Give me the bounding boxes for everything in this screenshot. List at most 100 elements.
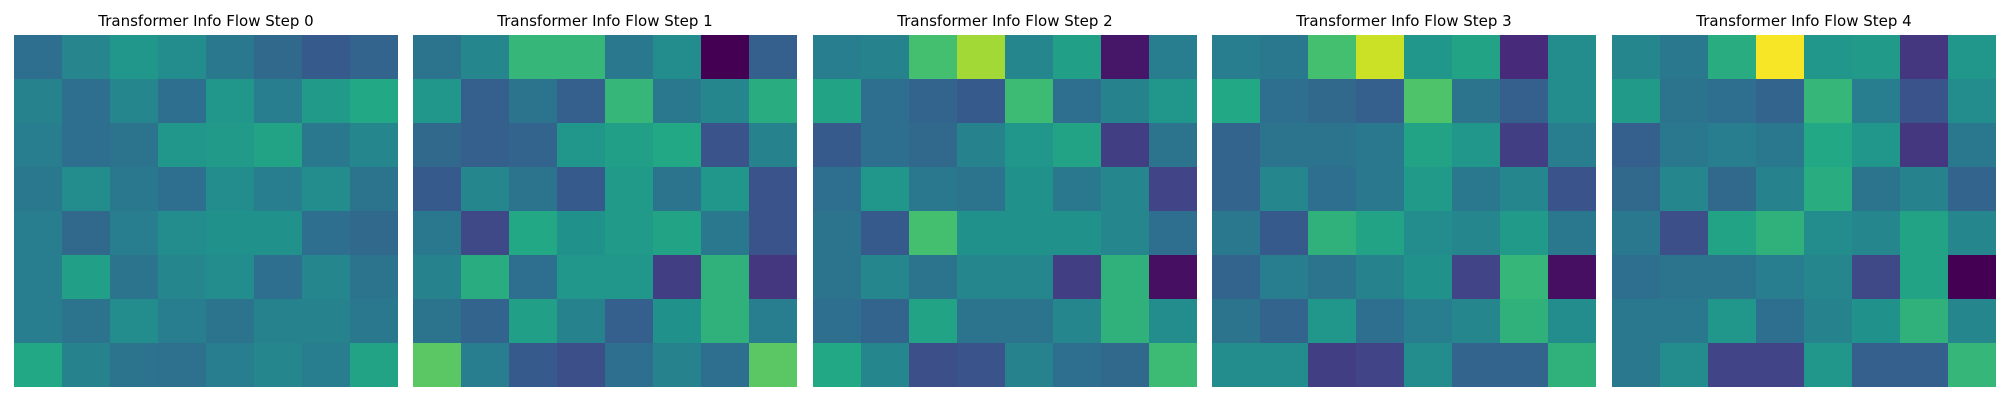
heatmap-cell-r4-c1 [861,211,910,256]
heatmap-cell-r3-c7 [1548,167,1596,212]
heatmap-cell-r0-c6 [302,35,351,80]
heatmap-cell-r0-c6 [701,35,750,80]
heatmap-cell-r7-c1 [461,343,510,387]
heatmap-cell-r3-c3 [158,167,207,212]
heatmap-cell-r3-c3 [1356,167,1405,212]
heatmap-cell-r2-c5 [254,123,303,168]
heatmap-cell-r4-c5 [1053,211,1102,256]
heatmap-cell-r7-c6 [302,343,351,387]
heatmap-cell-r5-c2 [1308,255,1357,300]
heatmap-cell-r5-c2 [1708,255,1757,300]
heatmap-cell-r4-c6 [302,211,351,256]
heatmap-cell-r3-c0 [1212,167,1261,212]
heatmap-cell-r0-c3 [957,35,1006,80]
heatmap-cell-r6-c4 [605,299,654,344]
heatmap-cell-r0-c2 [110,35,159,80]
heatmap-cell-r6-c7 [1948,299,1996,344]
heatmap-cell-r4-c3 [1756,211,1805,256]
heatmap-cell-r6-c0 [1212,299,1261,344]
heatmap-cell-r6-c1 [62,299,111,344]
heatmap-cell-r4-c2 [1308,211,1357,256]
heatmap-cell-r0-c5 [653,35,702,80]
heatmap-cell-r1-c1 [1660,79,1709,124]
heatmap-cell-r4-c4 [1404,211,1453,256]
heatmap-cell-r2-c0 [1612,123,1661,168]
heatmap-cell-r1-c3 [158,79,207,124]
heatmap-cell-r4-c4 [1005,211,1054,256]
heatmap-cell-r0-c1 [1260,35,1309,80]
heatmap-cell-r0-c0 [1612,35,1661,80]
heatmap-cell-r0-c0 [813,35,862,80]
heatmap-cell-r3-c6 [701,167,750,212]
heatmap-cell-r4-c0 [413,211,462,256]
heatmap-panel-step-4: Transformer Info Flow Step 4 [1612,0,1996,400]
heatmap-cell-r0-c7 [749,35,797,80]
heatmap-cell-r0-c1 [861,35,910,80]
heatmap-cell-r3-c4 [1404,167,1453,212]
heatmap-cell-r6-c4 [1804,299,1853,344]
heatmap-cell-r3-c7 [1149,167,1197,212]
heatmap-cell-r3-c5 [1053,167,1102,212]
heatmap-cell-r7-c4 [1404,343,1453,387]
heatmap-cell-r2-c3 [1356,123,1405,168]
heatmap-cell-r5-c4 [1804,255,1853,300]
heatmap-cell-r7-c7 [1548,343,1596,387]
panel-title: Transformer Info Flow Step 3 [1296,12,1512,30]
heatmap-cell-r2-c2 [1308,123,1357,168]
heatmap-cell-r5-c0 [1612,255,1661,300]
heatmap-cell-r5-c4 [1005,255,1054,300]
heatmap-cell-r6-c4 [1005,299,1054,344]
heatmap-cell-r3-c2 [110,167,159,212]
heatmap-cell-r7-c3 [1756,343,1805,387]
heatmap-cell-r4-c0 [1212,211,1261,256]
heatmap-cell-r7-c5 [1852,343,1901,387]
heatmap-grid [813,35,1197,387]
heatmap-cell-r4-c5 [1452,211,1501,256]
heatmap-cell-r1-c3 [1756,79,1805,124]
panel-title: Transformer Info Flow Step 2 [897,12,1113,30]
heatmap-grid [1212,35,1596,387]
heatmap-cell-r0-c3 [557,35,606,80]
heatmap-cell-r0-c0 [413,35,462,80]
heatmap-cell-r7-c3 [957,343,1006,387]
heatmap-cell-r1-c0 [813,79,862,124]
heatmap-cell-r3-c2 [909,167,958,212]
heatmap-cell-r2-c3 [557,123,606,168]
heatmap-cell-r0-c2 [909,35,958,80]
heatmap-cell-r3-c4 [1005,167,1054,212]
heatmap-cell-r4-c2 [509,211,558,256]
heatmap-cell-r2-c1 [62,123,111,168]
heatmap-cell-r1-c3 [957,79,1006,124]
heatmap-cell-r3-c6 [1101,167,1150,212]
heatmap-cell-r6-c7 [1548,299,1596,344]
heatmap-cell-r1-c1 [62,79,111,124]
heatmap-cell-r7-c7 [1149,343,1197,387]
heatmap-cell-r3-c3 [1756,167,1805,212]
heatmap-cell-r1-c5 [254,79,303,124]
heatmap-cell-r1-c0 [413,79,462,124]
heatmap-cell-r4-c7 [350,211,398,256]
heatmap-cell-r2-c6 [701,123,750,168]
heatmap-cell-r2-c5 [1053,123,1102,168]
heatmap-cell-r7-c3 [1356,343,1405,387]
heatmap-cell-r7-c5 [254,343,303,387]
heatmap-cell-r7-c3 [158,343,207,387]
heatmap-cell-r3-c0 [813,167,862,212]
heatmap-cell-r0-c7 [350,35,398,80]
heatmap-cell-r6-c3 [1356,299,1405,344]
heatmap-cell-r2-c0 [413,123,462,168]
heatmap-cell-r5-c3 [1756,255,1805,300]
heatmap-cell-r3-c4 [206,167,255,212]
heatmap-cell-r2-c2 [1708,123,1757,168]
heatmap-cell-r6-c0 [813,299,862,344]
heatmap-cell-r6-c7 [1149,299,1197,344]
heatmap-cell-r3-c0 [1612,167,1661,212]
heatmap-cell-r5-c3 [1356,255,1405,300]
heatmap-cell-r0-c6 [1101,35,1150,80]
heatmap-cell-r3-c7 [749,167,797,212]
heatmap-cell-r1-c4 [1404,79,1453,124]
heatmap-cell-r6-c6 [1500,299,1549,344]
heatmap-cell-r1-c3 [557,79,606,124]
heatmap-panel-step-1: Transformer Info Flow Step 1 [413,0,797,400]
heatmap-grid [1612,35,1996,387]
